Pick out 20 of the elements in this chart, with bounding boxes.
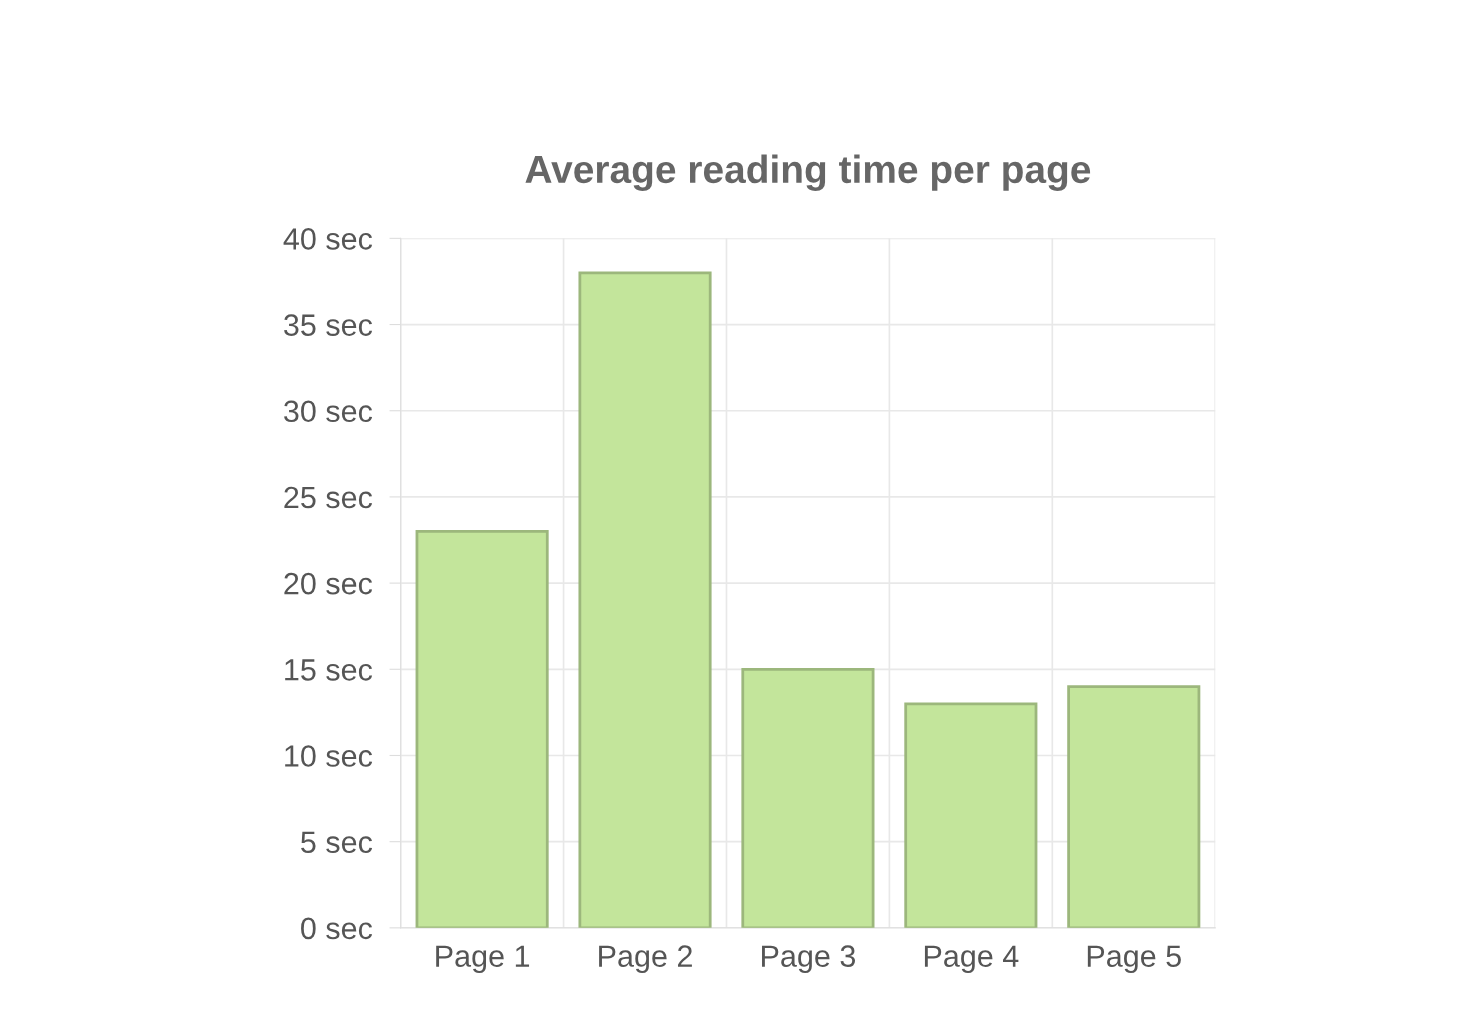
chart-title: Average reading time per page [525, 154, 1091, 192]
x-tick-label: Page 1 [436, 945, 530, 974]
y-tick-label: 35 sec [284, 314, 373, 336]
y-tick-label: 0 sec [301, 917, 373, 940]
y-tick-label: 40 sec [283, 228, 373, 250]
bar [1067, 685, 1201, 928]
x-tick-label: Page 3 [762, 945, 856, 974]
y-tick-label: 5 sec [301, 831, 373, 854]
bar [578, 271, 712, 928]
y-tick-label: 30 sec [284, 400, 373, 423]
x-tick-label: Page 2 [599, 945, 692, 974]
y-tick-label: 15 sec [285, 659, 373, 681]
y-tick-label: 20 sec [284, 572, 373, 595]
y-tick-label: 10 sec [285, 745, 373, 767]
y-tick-label: 25 sec [284, 486, 373, 509]
bar [741, 667, 875, 928]
x-tick-label: Page 4 [924, 945, 1019, 974]
bar [904, 702, 1038, 928]
bar [415, 530, 549, 928]
x-tick-label: Page 5 [1087, 945, 1181, 974]
